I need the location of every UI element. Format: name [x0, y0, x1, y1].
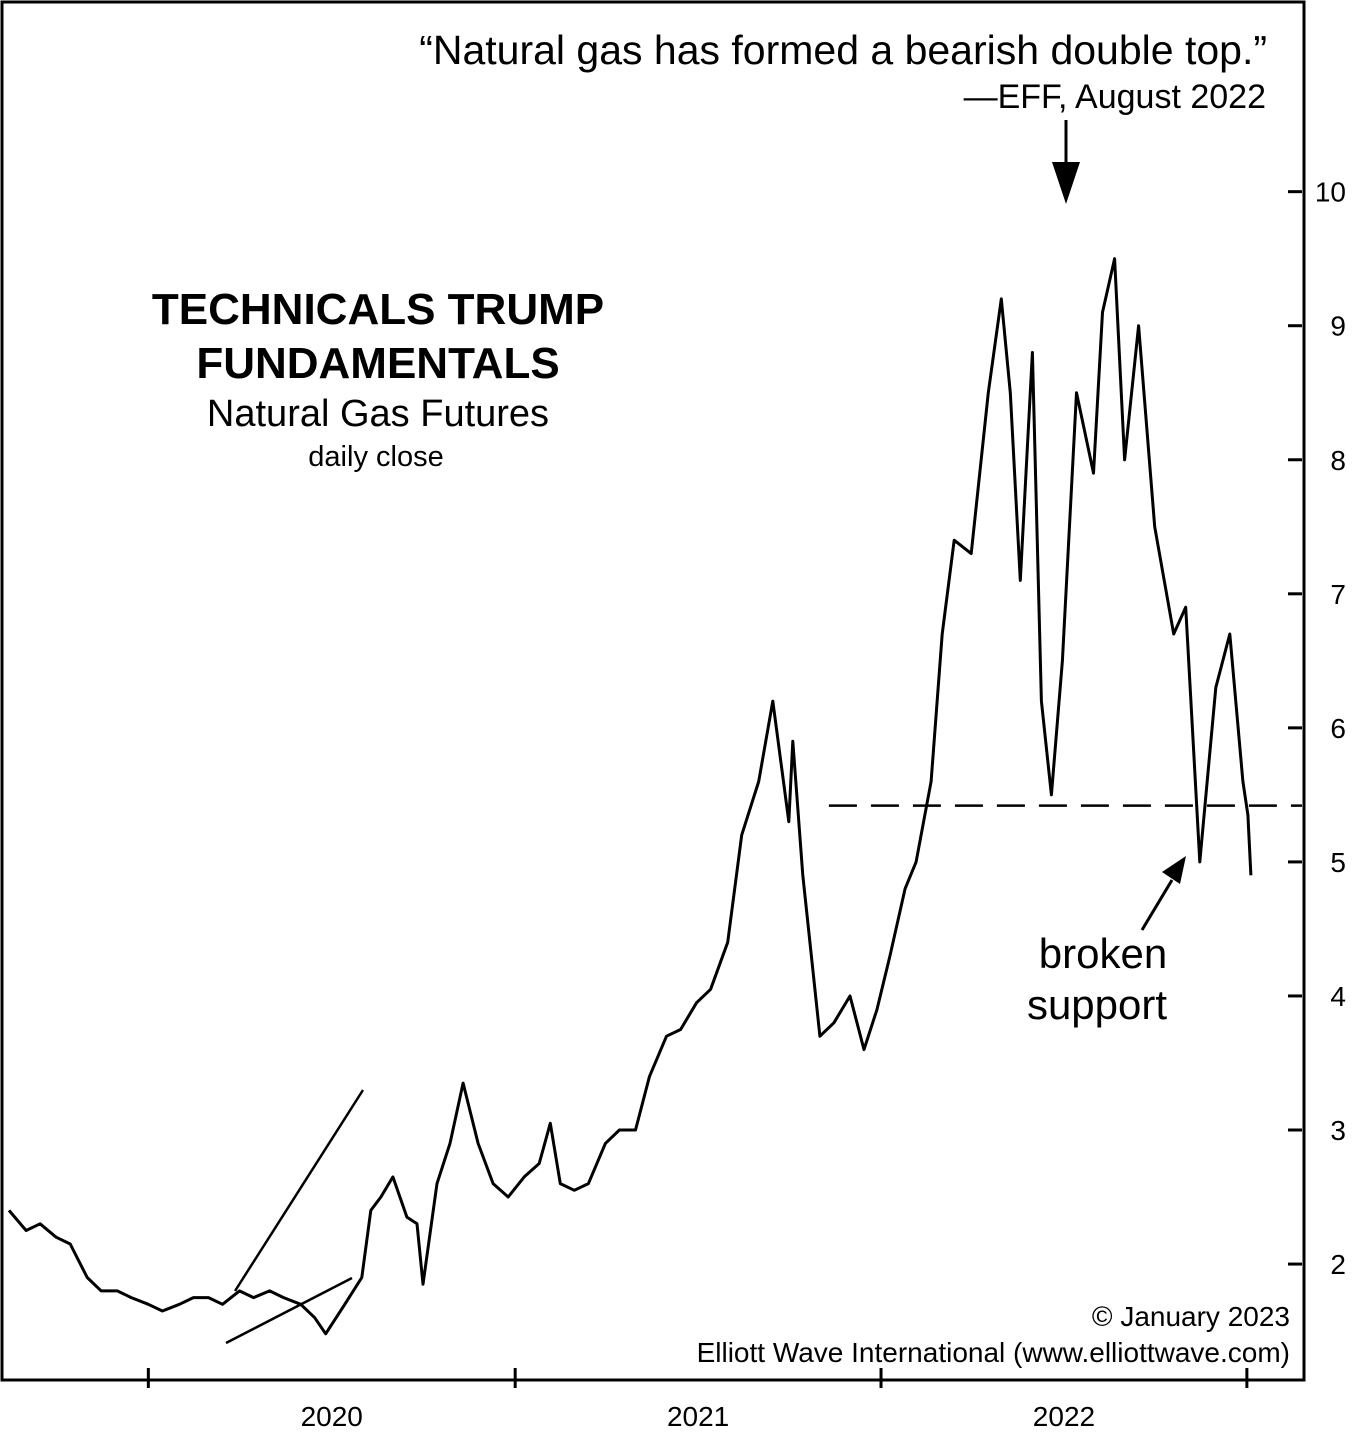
x-tick-label: 2021: [667, 1401, 729, 1432]
price-line: [7, 257, 1253, 1336]
y-tick-label: 3: [1330, 1115, 1346, 1146]
chart-subtitle: Natural Gas Futures: [207, 393, 549, 435]
y-tick-label: 7: [1330, 579, 1346, 610]
x-axis: 2020 2021 2022: [146, 1368, 1249, 1432]
source-text: Elliott Wave International (www.elliottw…: [697, 1337, 1290, 1368]
wedge-lower-line: [225, 1276, 353, 1345]
copyright-text: © January 2023: [1092, 1301, 1290, 1332]
y-tick-label: 8: [1330, 445, 1346, 476]
chart-frame: [0, 0, 1306, 1382]
annotation-label: broken: [1039, 930, 1167, 977]
y-tick-label: 2: [1330, 1249, 1346, 1280]
y-axis: 2 3 4 5 6 7 8 9 10: [1288, 177, 1346, 1280]
y-tick-label: 10: [1315, 177, 1346, 208]
annotation-label-line2: support: [1027, 981, 1167, 1028]
chart-subtitle-small: daily close: [308, 441, 443, 473]
y-tick-label: 5: [1330, 847, 1346, 878]
wedge-upper-line: [233, 1089, 365, 1292]
quote-text: “Natural gas has formed a bearish double…: [419, 27, 1267, 73]
y-tick-label: 9: [1330, 311, 1346, 342]
y-tick-label: 4: [1330, 981, 1346, 1012]
x-tick-label: 2020: [301, 1401, 363, 1432]
chart-title-line2: FUNDAMENTALS: [196, 339, 559, 388]
x-tick-label: 2022: [1033, 1401, 1095, 1432]
arrow-down-icon: [1052, 120, 1080, 204]
arrow-up-right-icon: [1140, 856, 1186, 931]
quote-attribution: —EFF, August 2022: [964, 78, 1266, 116]
y-tick-label: 6: [1330, 713, 1346, 744]
chart-title: TECHNICALS TRUMP: [152, 285, 604, 334]
